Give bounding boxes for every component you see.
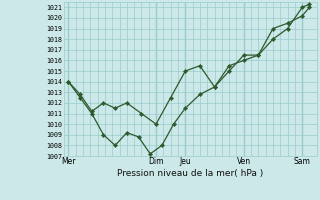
- X-axis label: Pression niveau de la mer( hPa ): Pression niveau de la mer( hPa ): [117, 169, 264, 178]
